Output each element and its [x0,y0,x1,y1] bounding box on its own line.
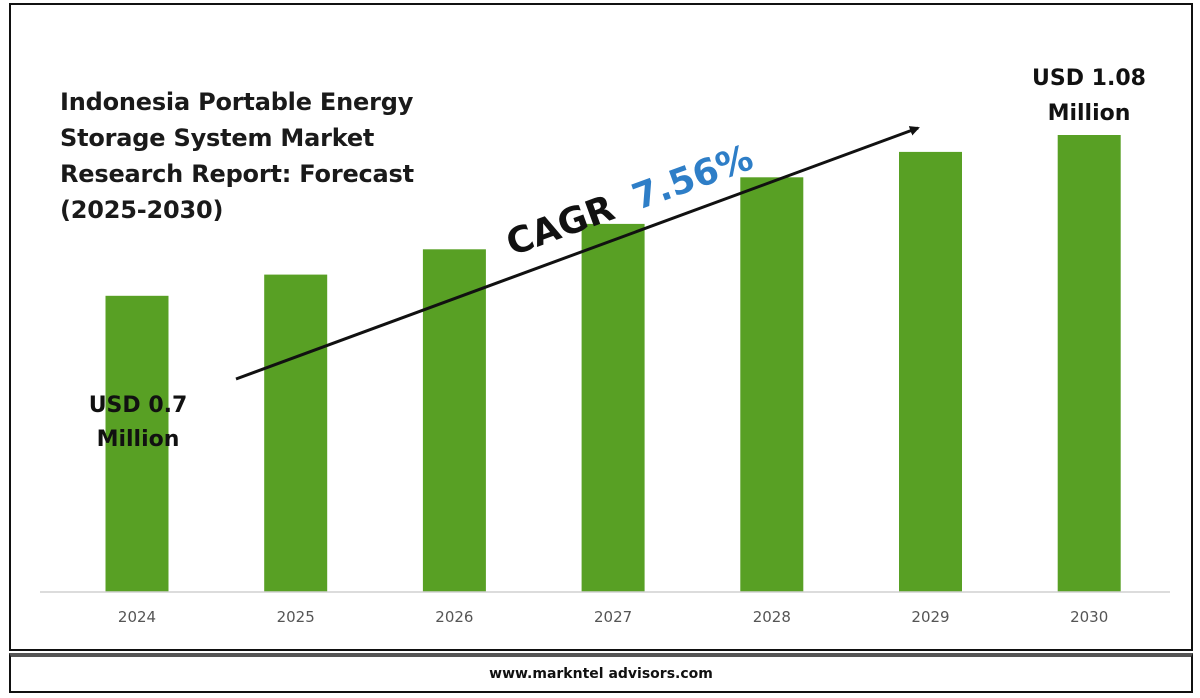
footer-url: www.markntel advisors.com [489,666,713,682]
bar-2024 [105,295,169,592]
start-value-label-line1: USD 0.7 [89,393,188,418]
bar-2028 [740,177,804,593]
x-tick-label: 2028 [753,608,791,626]
end-value-label-line1: USD 1.08 [1032,66,1146,91]
end-value-label-line2: Million [1048,101,1131,126]
cagr-value: 7.56% [627,137,758,218]
bar-2030 [1057,135,1121,592]
title-line: Research Report: Forecast [60,160,414,188]
cagr-arrow [235,126,920,381]
bar-2027 [581,223,645,592]
x-tick-label: 2029 [911,608,949,626]
start-value-label-line2: Million [97,427,180,452]
x-tick-labels: 2024 2025 2026 2027 2028 2029 2030 [118,608,1108,626]
bar-2029 [899,151,962,592]
title-line: Storage System Market [60,124,375,152]
title-line: (2025-2030) [60,196,224,224]
chart-title: Indonesia Portable Energy Storage System… [60,84,480,228]
x-tick-label: 2025 [277,608,315,626]
x-tick-label: 2026 [435,608,473,626]
bar-2026 [422,249,486,593]
bars-group [105,135,1121,593]
bar-2025 [264,274,328,592]
footer: www.markntel advisors.com [9,653,1193,693]
x-tick-label: 2024 [118,608,156,626]
x-tick-label: 2030 [1070,608,1108,626]
title-line: Indonesia Portable Energy [60,88,414,116]
x-tick-label: 2027 [594,608,632,626]
